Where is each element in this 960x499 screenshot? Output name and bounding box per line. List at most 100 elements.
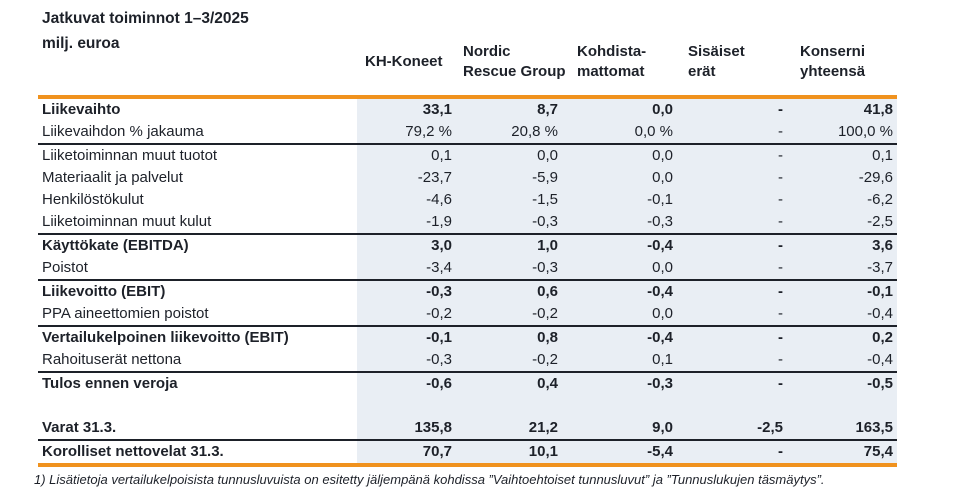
report-title-line2: milj. euroa (42, 35, 120, 52)
segment-table: Jatkuvat toiminnot 1–3/2025 milj. euroa … (38, 0, 897, 467)
cell-value: 9,0 (652, 419, 673, 436)
row-label: Varat 31.3. (42, 419, 117, 436)
cell-value: 0,2 (872, 329, 893, 346)
column-header-konserni-yhteensa: Konserni yhteensä (793, 0, 897, 95)
table-rows: Liikevaihto 33,1 8,7 0,0 - 41,8 Liikevaihdon %… (38, 99, 897, 463)
table-header-row: Jatkuvat toiminnot 1–3/2025 milj. euroa … (38, 0, 897, 95)
cell-value: - (778, 443, 783, 460)
cell-value: -0,4 (867, 351, 893, 368)
cell-value: -0,1 (647, 191, 673, 208)
table-row: Liiketoiminnan muut kulut -1,9 -0,3 -0,3 - -2… (38, 211, 897, 233)
cell-value: 135,8 (414, 419, 452, 436)
cell-value: -0,3 (426, 283, 452, 300)
section-divider (38, 143, 897, 145)
column-header-label: Kohdista-mattomat (577, 42, 647, 80)
cell-value: 41,8 (863, 101, 893, 118)
cell-value: - (778, 329, 783, 346)
cell-value: -0,4 (647, 237, 673, 254)
cell-value: -2,5 (757, 419, 783, 436)
cell-value: - (778, 259, 783, 276)
report-title-line1: Jatkuvat toiminnot 1–3/2025 (42, 10, 249, 27)
row-label: Liikevoitto (EBIT) (42, 283, 166, 300)
table-body: Liikevaihto 33,1 8,7 0,0 - 41,8 Liikevaihdon %… (38, 99, 897, 463)
cell-value: 0,1 (652, 351, 673, 368)
cell-value: -0,2 (532, 305, 558, 322)
cell-value (681, 395, 793, 417)
cell-value: 163,5 (855, 419, 893, 436)
column-header-label: Sisäiset erät (688, 42, 745, 80)
cell-value: - (778, 375, 783, 392)
cell-value: 70,7 (422, 443, 452, 460)
row-label: PPA aineettomien poistot (42, 305, 209, 322)
table-spacer-row (38, 395, 897, 417)
cell-value: -23,7 (417, 169, 452, 186)
cell-value: 8,7 (537, 101, 558, 118)
table-row: Henkilöstökulut -4,6 -1,5 -0,1 - -6,2 (38, 189, 897, 211)
footnote: 1) Lisätietoja vertailukelpoisista tunnu… (34, 472, 825, 487)
cell-value: 0,0 (652, 305, 673, 322)
cell-value (793, 395, 897, 417)
cell-value: -5,4 (647, 443, 673, 460)
table-row: Liikevaihdon % jakauma 79,2 % 20,8 % 0,0 % -… (38, 121, 897, 143)
section-divider (38, 371, 897, 373)
cell-value (566, 395, 681, 417)
cell-value: - (778, 101, 783, 118)
table-row: Materiaalit ja palvelut -23,7 -5,9 0,0 - -29,… (38, 167, 897, 189)
cell-value: - (778, 191, 783, 208)
cell-value: -0,2 (532, 351, 558, 368)
cell-value: - (778, 283, 783, 300)
cell-value: -0,3 (647, 375, 673, 392)
table-row: Vertailukelpoinen liikevoitto (EBIT) -0,1… (38, 327, 897, 349)
cell-value: 0,1 (431, 147, 452, 164)
cell-value: 21,2 (528, 419, 558, 436)
cell-value: -0,3 (532, 259, 558, 276)
numeric-shade-band (357, 99, 897, 463)
cell-value: -4,6 (426, 191, 452, 208)
cell-value: -5,9 (532, 169, 558, 186)
cell-value: 20,8 % (511, 123, 558, 140)
cell-value: - (778, 123, 783, 140)
cell-value: -0,1 (867, 283, 893, 300)
cell-value: 0,0 (652, 147, 673, 164)
cell-value: 0,0 (652, 101, 673, 118)
cell-value (357, 395, 460, 417)
cell-value: -1,5 (532, 191, 558, 208)
column-header-label: Konserni yhteensä (800, 42, 866, 80)
table-row: Liiketoiminnan muut tuotot 0,1 0,0 0,0 - 0,1 (38, 145, 897, 167)
cell-value: 0,0 (537, 147, 558, 164)
cell-value: 0,0 (652, 169, 673, 186)
table-title-cell: Jatkuvat toiminnot 1–3/2025 milj. euroa (38, 0, 357, 95)
cell-value: - (778, 147, 783, 164)
cell-value: 0,1 (872, 147, 893, 164)
table-row: Varat 31.3. 135,8 21,2 9,0 -2,5 163,5 (38, 417, 897, 439)
cell-value: -0,6 (426, 375, 452, 392)
row-label: Liiketoiminnan muut kulut (42, 213, 212, 230)
column-header-label: Nordic Rescue Group (463, 42, 566, 80)
cell-value: -0,1 (426, 329, 452, 346)
row-label: Liikevaihto (42, 101, 121, 118)
section-divider (38, 439, 897, 441)
cell-value: -0,5 (867, 375, 893, 392)
row-label: Tulos ennen veroja (42, 375, 178, 392)
cell-value: 75,4 (863, 443, 893, 460)
table-row: Käyttökate (EBITDA) 3,0 1,0 -0,4 - 3,6 (38, 235, 897, 257)
cell-value (460, 395, 566, 417)
cell-value: - (778, 305, 783, 322)
section-divider (38, 325, 897, 327)
table-row: PPA aineettomien poistot -0,2 -0,2 0,0 - -0,4 (38, 303, 897, 325)
column-header-nordic-rescue-group: Nordic Rescue Group (460, 0, 566, 95)
section-divider (38, 279, 897, 281)
cell-value: -3,7 (867, 259, 893, 276)
cell-value: -2,5 (867, 213, 893, 230)
row-label (38, 395, 357, 417)
cell-value: 79,2 % (405, 123, 452, 140)
cell-value: -0,3 (647, 213, 673, 230)
cell-value: -0,3 (426, 351, 452, 368)
cell-value: 3,0 (431, 237, 452, 254)
cell-value: -1,9 (426, 213, 452, 230)
row-label: Liiketoiminnan muut tuotot (42, 147, 218, 164)
table-row: Rahoituserät nettona -0,3 -0,2 0,1 - -0,4 (38, 349, 897, 371)
cell-value: 10,1 (528, 443, 558, 460)
cell-value: -0,4 (647, 283, 673, 300)
cell-value: 33,1 (422, 101, 452, 118)
